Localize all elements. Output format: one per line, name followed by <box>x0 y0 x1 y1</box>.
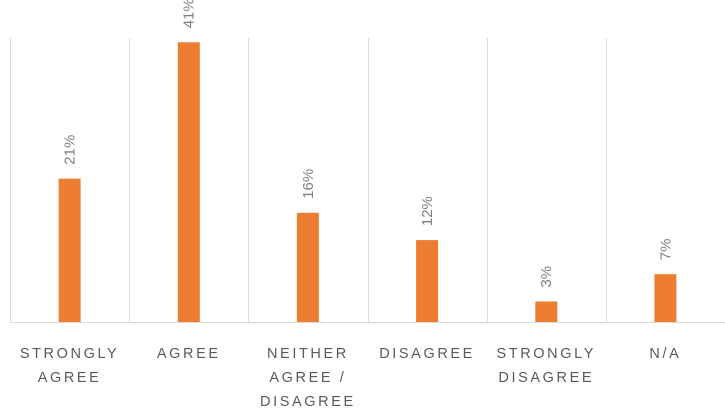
bar-value-label: 7% <box>657 239 674 261</box>
category-separators <box>10 38 607 322</box>
category-label-line: N/A <box>649 346 681 362</box>
category-label-line: STRONGLY <box>497 346 597 362</box>
bar <box>177 42 200 323</box>
category-label: AGREE <box>157 346 221 362</box>
bar <box>535 301 558 322</box>
category-label-line: DISAGREE <box>379 346 475 362</box>
bar <box>416 240 439 322</box>
category-label-line: STRONGLY <box>20 346 120 362</box>
bar-value-label: 3% <box>538 266 555 288</box>
category-label-line: AGREE <box>157 346 221 362</box>
bar <box>58 178 81 322</box>
value-labels: 21% 41% 16% 12% 3% 7% <box>62 0 675 288</box>
category-label-line: DISAGREE <box>260 394 356 410</box>
category-label-line: DISAGREE <box>498 370 594 386</box>
bar <box>296 212 319 322</box>
bar <box>654 274 677 322</box>
category-label: STRONGLY AGREE <box>20 346 120 386</box>
category-label: DISAGREE <box>379 346 475 362</box>
bar-value-label: 16% <box>300 169 317 199</box>
category-label-line: AGREE <box>38 370 102 386</box>
bar-value-label: 21% <box>62 135 79 165</box>
bar-value-label: 41% <box>181 0 198 28</box>
category-label-line: NEITHER <box>267 346 349 362</box>
category-label-line: AGREE / <box>269 370 346 386</box>
category-label: NEITHER AGREE / DISAGREE <box>260 346 356 410</box>
category-labels: STRONGLY AGREE AGREE NEITHER AGREE / DISAGREE… <box>20 346 681 410</box>
bars <box>58 42 677 323</box>
category-label: STRONGLY DISAGREE <box>497 346 597 386</box>
bar-value-label: 12% <box>419 196 436 226</box>
category-label: N/A <box>649 346 681 362</box>
